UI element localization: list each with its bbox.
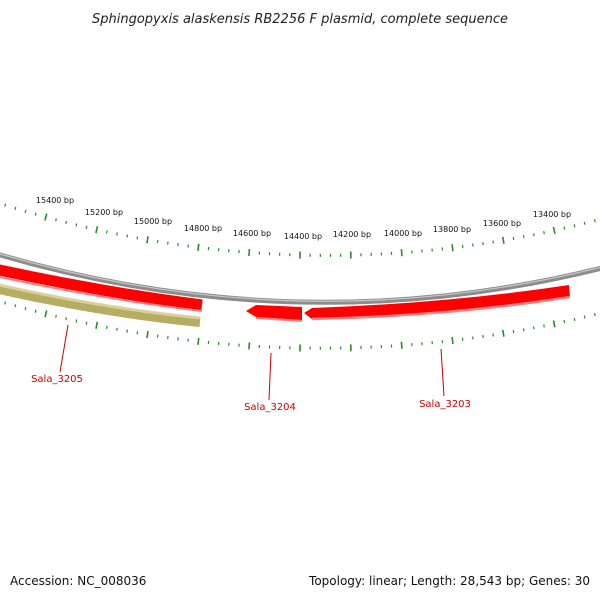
- outer-minor-tick: [126, 234, 129, 238]
- outer-minor-tick: [34, 212, 37, 216]
- accession-text: Accession: NC_008036: [10, 574, 146, 588]
- inner-minor-tick: [65, 317, 68, 321]
- outer-minor-tick: [522, 235, 525, 239]
- inner-minor-tick: [34, 309, 37, 313]
- inner-tick-ring: [4, 301, 596, 352]
- outer-major-tick: [146, 236, 149, 244]
- inner-major-tick: [146, 330, 149, 339]
- inner-minor-tick: [14, 304, 17, 308]
- topology-summary: Topology: linear; Length: 28,543 bp; Gen…: [308, 574, 590, 588]
- outer-minor-tick: [75, 223, 78, 227]
- gene-arrow-sala-3205: [0, 284, 201, 327]
- inner-minor-tick: [583, 315, 586, 319]
- inner-major-tick: [400, 341, 403, 349]
- inner-major-tick: [552, 320, 556, 328]
- scale-label: 14800 bp: [184, 224, 222, 233]
- inner-minor-tick: [55, 314, 57, 318]
- scale-label: 15000 bp: [134, 217, 172, 226]
- inner-major-tick: [451, 336, 454, 345]
- outer-minor-tick: [116, 232, 118, 236]
- gene-arrow-sala-3203-shade: [311, 295, 571, 321]
- leader-line-sala-3204: [268, 352, 272, 401]
- inner-minor-tick: [573, 317, 576, 321]
- outer-minor-tick: [583, 221, 586, 225]
- gene-label-sala-3205[interactable]: Sala_3205: [31, 374, 83, 385]
- outer-minor-tick: [543, 231, 545, 235]
- inner-minor-tick: [116, 327, 118, 331]
- inner-minor-tick: [75, 319, 78, 323]
- gene-sala-3204[interactable]: [246, 305, 303, 322]
- scale-label: 14400 bp: [284, 232, 322, 241]
- scale-label: 13400 bp: [533, 210, 571, 219]
- inner-minor-tick: [24, 306, 27, 311]
- outer-major-tick: [197, 243, 200, 251]
- inner-minor-tick: [126, 329, 129, 333]
- gene-arrow-red-left: [0, 264, 203, 311]
- outer-major-tick: [400, 249, 403, 257]
- gene-label-sala-3204[interactable]: Sala_3204: [244, 402, 296, 413]
- scale-label: 15400 bp: [36, 196, 74, 205]
- inner-major-tick: [197, 337, 200, 345]
- outer-minor-tick: [512, 236, 515, 241]
- outer-major-tick: [95, 226, 99, 234]
- outer-major-tick: [44, 213, 48, 221]
- plasmid-backbone-highlight: [0, 253, 600, 302]
- outer-minor-tick: [563, 226, 566, 230]
- inner-minor-tick: [543, 324, 545, 328]
- scale-label: 13600 bp: [483, 219, 521, 228]
- outer-minor-tick: [532, 233, 535, 237]
- scale-label: 14000 bp: [384, 229, 422, 238]
- inner-major-tick: [95, 321, 99, 329]
- leader-line-sala-3205: [59, 324, 69, 373]
- outer-major-tick: [451, 244, 454, 252]
- outer-minor-tick: [24, 209, 27, 213]
- outer-minor-tick: [55, 218, 57, 222]
- gene-arrow-sala-3203: [304, 285, 570, 319]
- inner-major-tick: [501, 329, 505, 337]
- scale-labels: 15400 bp 15200 bp 15000 bp 14800 bp 14600 bp…: [36, 196, 571, 241]
- outer-major-tick: [552, 226, 556, 235]
- scale-label: 15200 bp: [85, 208, 123, 217]
- outer-minor-tick: [136, 236, 139, 240]
- gene-arrow-red-left-shade: [0, 276, 203, 312]
- outer-tick-ring: [4, 203, 596, 259]
- gene-label-sala-3203[interactable]: Sala_3203: [419, 399, 471, 410]
- scale-label: 14600 bp: [233, 229, 271, 238]
- inner-minor-tick: [593, 312, 596, 317]
- outer-minor-tick: [14, 206, 17, 210]
- inner-minor-tick: [4, 301, 7, 305]
- scale-label: 13800 bp: [433, 225, 471, 234]
- outer-minor-tick: [593, 219, 596, 223]
- outer-major-tick: [501, 236, 505, 244]
- outer-minor-tick: [85, 225, 88, 229]
- outer-minor-tick: [105, 230, 108, 234]
- leader-line-sala-3203: [440, 348, 445, 397]
- outer-minor-tick: [573, 224, 576, 228]
- gene-arrow-sala-3205-shade: [0, 283, 201, 320]
- inner-major-tick: [44, 310, 48, 318]
- scale-label: 14200 bp: [333, 230, 371, 239]
- inner-minor-tick: [105, 325, 108, 329]
- gene-sala-3203[interactable]: [304, 285, 571, 321]
- outer-minor-tick: [65, 220, 68, 225]
- gene-red-left[interactable]: [0, 264, 203, 312]
- inner-minor-tick: [85, 321, 88, 325]
- inner-minor-tick: [532, 326, 535, 330]
- inner-minor-tick: [563, 320, 566, 324]
- inner-minor-tick: [522, 328, 525, 332]
- map-title: Sphingopyxis alaskensis RB2256 F plasmid…: [92, 12, 508, 27]
- outer-major-tick: [248, 248, 251, 256]
- outer-minor-tick: [4, 203, 7, 207]
- inner-minor-tick: [512, 330, 515, 334]
- plasmid-backbone: [0, 252, 600, 305]
- gene-arrow-sala-3204-shade: [255, 317, 303, 322]
- gene-arrow-sala-3204: [246, 305, 302, 320]
- gene-sala-3205[interactable]: [0, 283, 201, 327]
